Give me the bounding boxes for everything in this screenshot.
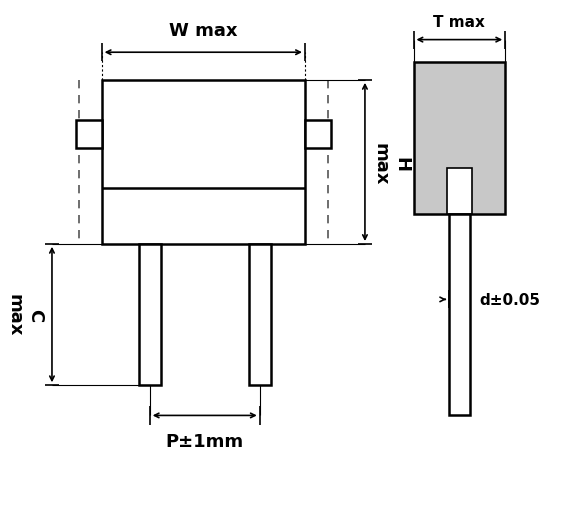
Bar [449,214,470,416]
Bar [413,63,505,214]
Text: H
max: H max [371,143,410,185]
Text: T max: T max [433,15,485,31]
Bar [249,244,270,385]
Bar [102,81,305,244]
Text: P±1mm: P±1mm [166,432,244,450]
Text: W max: W max [169,21,238,39]
Text: C
max: C max [5,294,44,336]
Bar [305,121,330,149]
Bar [447,169,472,214]
Bar [139,244,161,385]
Text: d±0.05: d±0.05 [479,292,540,307]
Bar [76,121,102,149]
